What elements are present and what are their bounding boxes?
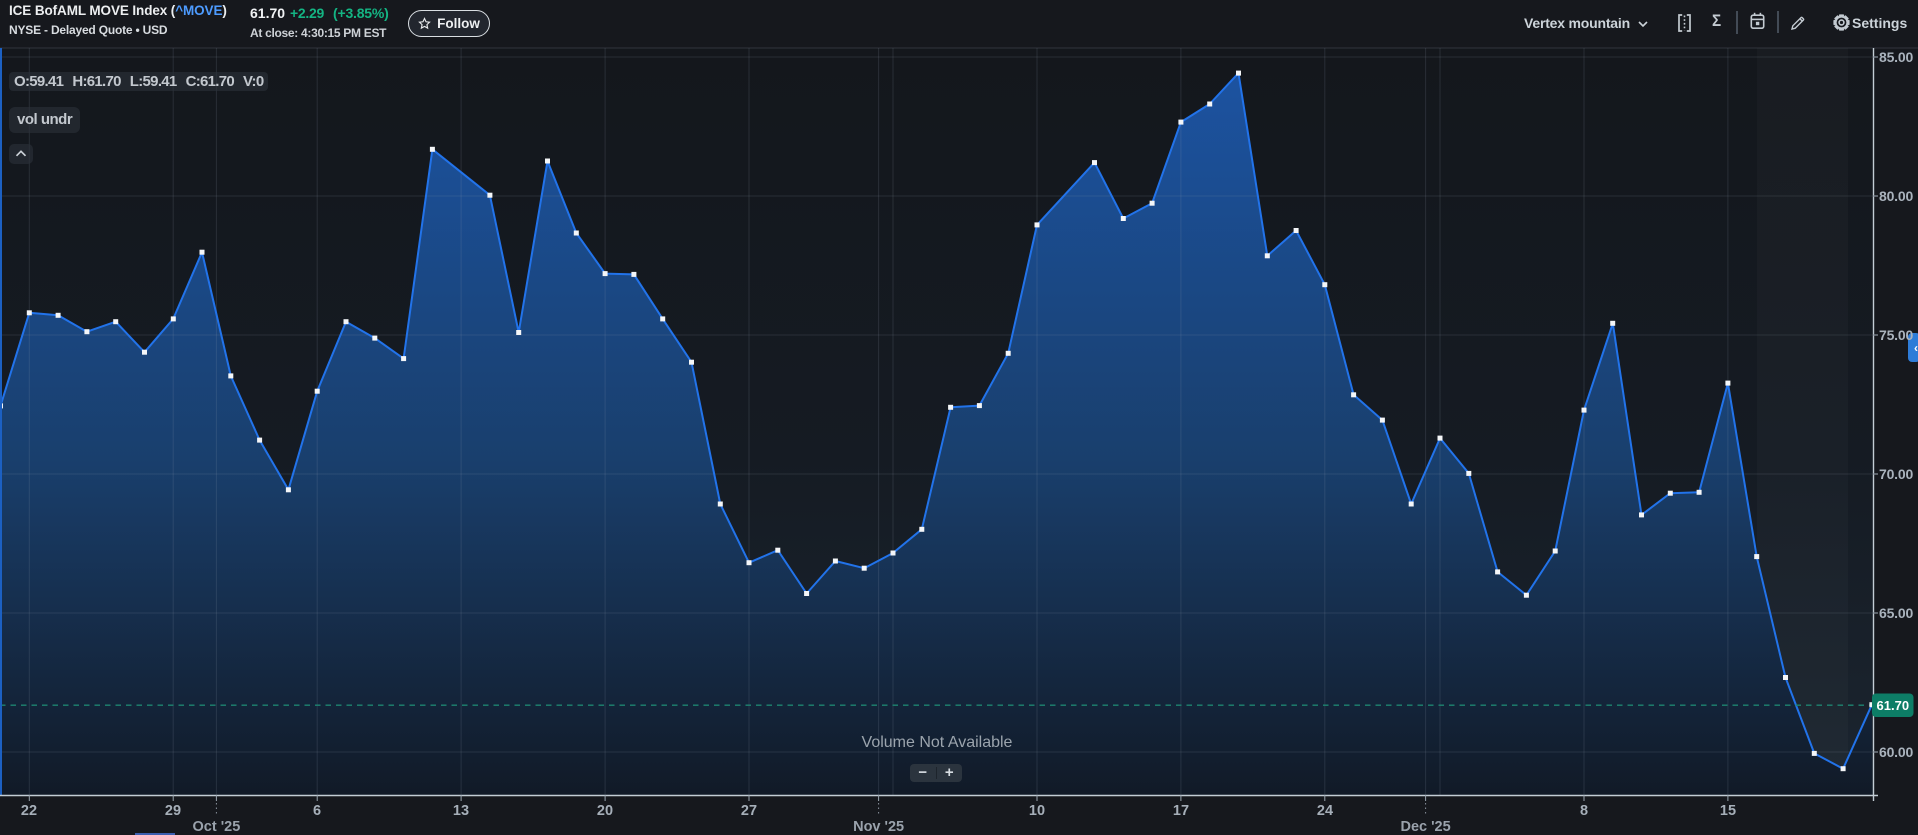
svg-text:61.70: 61.70 — [1877, 698, 1910, 713]
svg-text:‹: ‹ — [1914, 341, 1918, 355]
